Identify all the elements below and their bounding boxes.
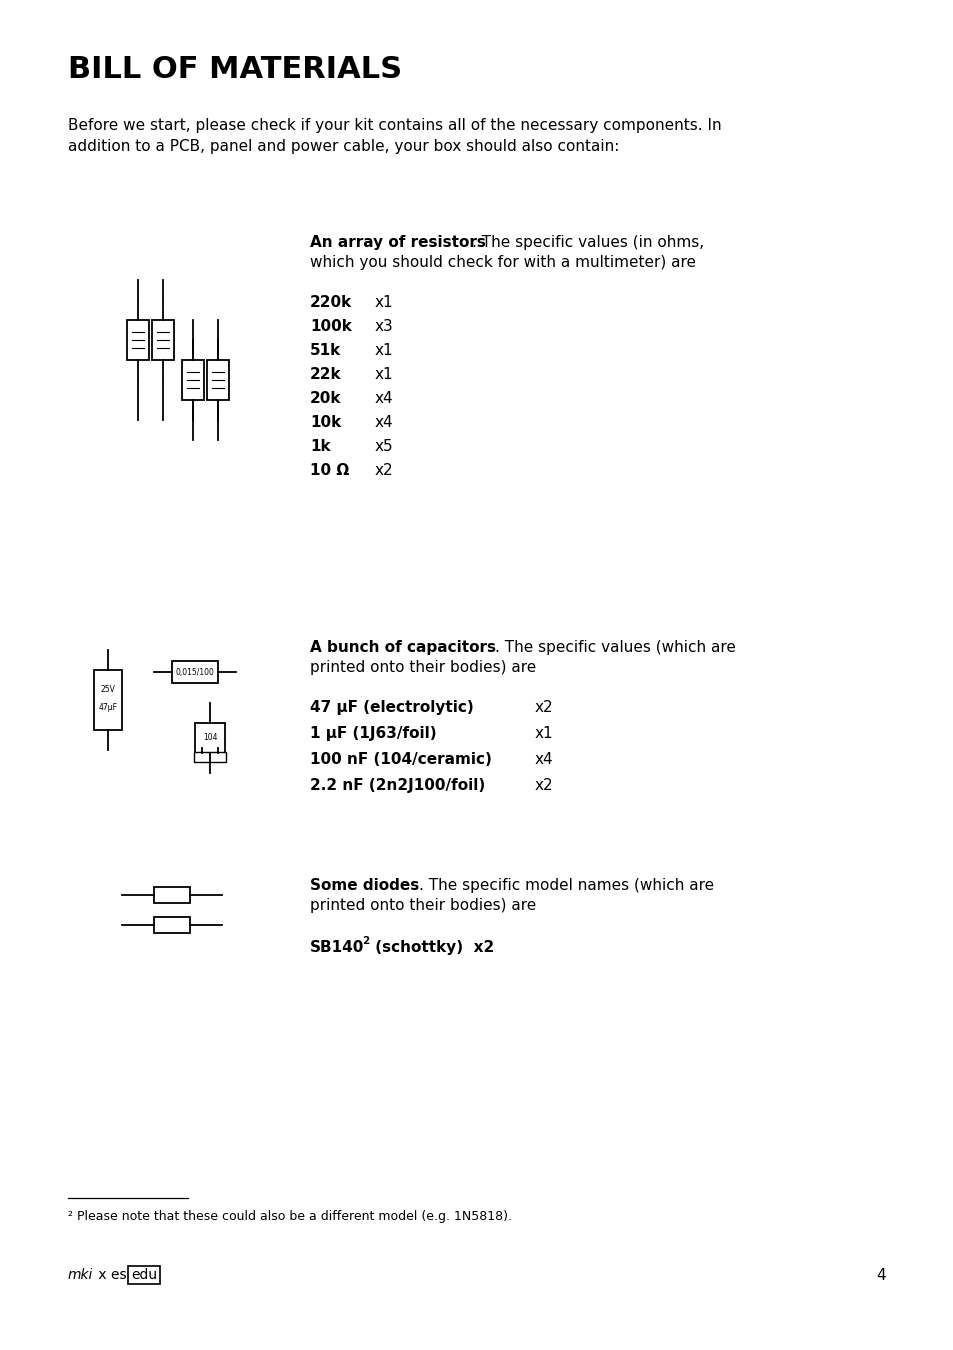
- Text: x1: x1: [375, 367, 394, 382]
- Text: BILL OF MATERIALS: BILL OF MATERIALS: [68, 55, 402, 84]
- Text: . The specific model names (which are: . The specific model names (which are: [418, 878, 714, 892]
- Text: 0,015/100: 0,015/100: [175, 667, 214, 676]
- Text: mki: mki: [68, 1268, 93, 1282]
- Text: edu: edu: [131, 1268, 157, 1282]
- Text: 4: 4: [876, 1268, 885, 1282]
- Text: which you should check for with a multimeter) are: which you should check for with a multim…: [310, 255, 696, 270]
- Text: (schottky)  x2: (schottky) x2: [370, 940, 494, 954]
- Text: x es: x es: [94, 1268, 127, 1282]
- Text: 20k: 20k: [310, 392, 341, 406]
- Text: 10 Ω: 10 Ω: [310, 463, 349, 478]
- Text: 1k: 1k: [310, 439, 331, 454]
- Text: 10k: 10k: [310, 414, 341, 431]
- Text: Some diodes: Some diodes: [310, 878, 418, 892]
- Bar: [127, 320, 149, 360]
- Bar: [182, 360, 204, 400]
- Text: x3: x3: [375, 319, 394, 333]
- Bar: [172, 662, 218, 683]
- Text: x2: x2: [535, 701, 553, 716]
- Text: 47µF: 47µF: [98, 703, 117, 713]
- Text: x4: x4: [535, 752, 553, 767]
- Text: A bunch of capacitors: A bunch of capacitors: [310, 640, 496, 655]
- Bar: [153, 887, 190, 903]
- Text: . The specific values (which are: . The specific values (which are: [495, 640, 735, 655]
- Text: 2.2 nF (2n2J100/foil): 2.2 nF (2n2J100/foil): [310, 778, 485, 792]
- Text: 25V: 25V: [100, 686, 115, 694]
- Text: 220k: 220k: [310, 296, 352, 310]
- Text: x1: x1: [375, 343, 394, 358]
- Bar: [152, 320, 173, 360]
- Text: x2: x2: [375, 463, 394, 478]
- Text: 47 μF (electrolytic): 47 μF (electrolytic): [310, 701, 474, 716]
- Bar: [207, 360, 229, 400]
- Text: 100k: 100k: [310, 319, 352, 333]
- Text: 104: 104: [203, 733, 217, 743]
- Text: x4: x4: [375, 392, 394, 406]
- Text: x1: x1: [375, 296, 394, 310]
- Text: 100 nF (104/ceramic): 100 nF (104/ceramic): [310, 752, 492, 767]
- Text: printed onto their bodies) are: printed onto their bodies) are: [310, 898, 536, 913]
- Text: 2: 2: [361, 936, 369, 946]
- Text: 1 μF (1J63/foil): 1 μF (1J63/foil): [310, 726, 436, 741]
- Text: x5: x5: [375, 439, 394, 454]
- Bar: [194, 724, 225, 753]
- Text: Before we start, please check if your kit contains all of the necessary componen: Before we start, please check if your ki…: [68, 117, 720, 134]
- Text: x4: x4: [375, 414, 394, 431]
- Text: An array of resistors: An array of resistors: [310, 235, 485, 250]
- Text: ² Please note that these could also be a different model (e.g. 1N5818).: ² Please note that these could also be a…: [68, 1210, 512, 1223]
- Text: SB140: SB140: [310, 940, 364, 954]
- FancyBboxPatch shape: [128, 1266, 160, 1284]
- Text: x1: x1: [535, 726, 553, 741]
- Text: 51k: 51k: [310, 343, 341, 358]
- Text: addition to a PCB, panel and power cable, your box should also contain:: addition to a PCB, panel and power cable…: [68, 139, 618, 154]
- Bar: [193, 752, 226, 761]
- Text: 22k: 22k: [310, 367, 341, 382]
- Bar: [94, 670, 122, 730]
- Text: x2: x2: [535, 778, 553, 792]
- Bar: [153, 917, 190, 933]
- Text: printed onto their bodies) are: printed onto their bodies) are: [310, 660, 536, 675]
- Text: . The specific values (in ohms,: . The specific values (in ohms,: [472, 235, 703, 250]
